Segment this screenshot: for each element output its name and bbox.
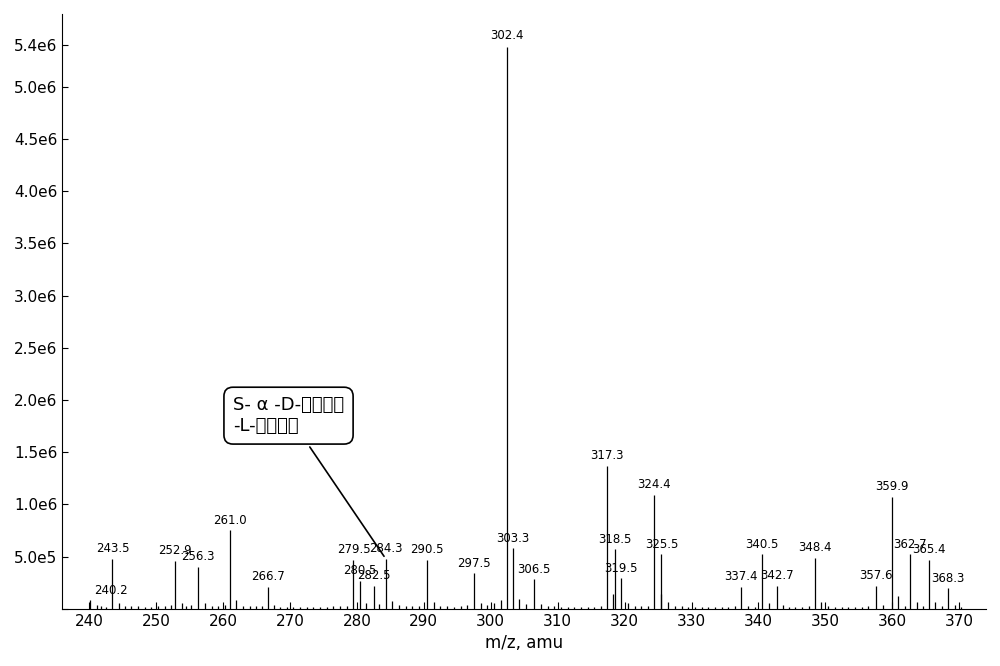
Text: 368.3: 368.3: [931, 571, 965, 585]
Text: 252.9: 252.9: [159, 544, 192, 557]
Text: 348.4: 348.4: [798, 541, 831, 554]
X-axis label: m/z, amu: m/z, amu: [485, 634, 563, 652]
Text: 342.7: 342.7: [760, 569, 793, 582]
Text: 319.5: 319.5: [605, 562, 638, 575]
Text: S- α -D-葡萄糖苷
-L-半胱氨酸: S- α -D-葡萄糖苷 -L-半胱氨酸: [233, 396, 384, 556]
Text: 282.5: 282.5: [357, 569, 390, 582]
Text: 365.4: 365.4: [912, 543, 945, 556]
Text: 279.5: 279.5: [337, 543, 370, 556]
Text: 297.5: 297.5: [457, 557, 491, 569]
Text: 337.4: 337.4: [724, 570, 758, 583]
Text: 317.3: 317.3: [590, 449, 623, 462]
Text: 261.0: 261.0: [213, 513, 246, 527]
Text: 359.9: 359.9: [875, 480, 908, 494]
Text: 303.3: 303.3: [496, 531, 529, 545]
Text: 306.5: 306.5: [518, 563, 551, 576]
Text: 240.2: 240.2: [94, 584, 127, 597]
Text: 243.5: 243.5: [96, 542, 129, 555]
Text: 280.5: 280.5: [343, 564, 377, 577]
Text: 340.5: 340.5: [745, 537, 779, 551]
Text: 256.3: 256.3: [181, 550, 215, 563]
Text: 324.4: 324.4: [637, 478, 671, 492]
Text: 266.7: 266.7: [251, 570, 285, 583]
Text: 302.4: 302.4: [490, 29, 524, 42]
Text: 318.5: 318.5: [598, 533, 631, 545]
Text: 284.3: 284.3: [369, 542, 402, 555]
Text: 357.6: 357.6: [860, 569, 893, 582]
Text: 290.5: 290.5: [410, 543, 444, 556]
Text: 362.7: 362.7: [894, 537, 927, 551]
Text: 325.5: 325.5: [645, 537, 678, 551]
